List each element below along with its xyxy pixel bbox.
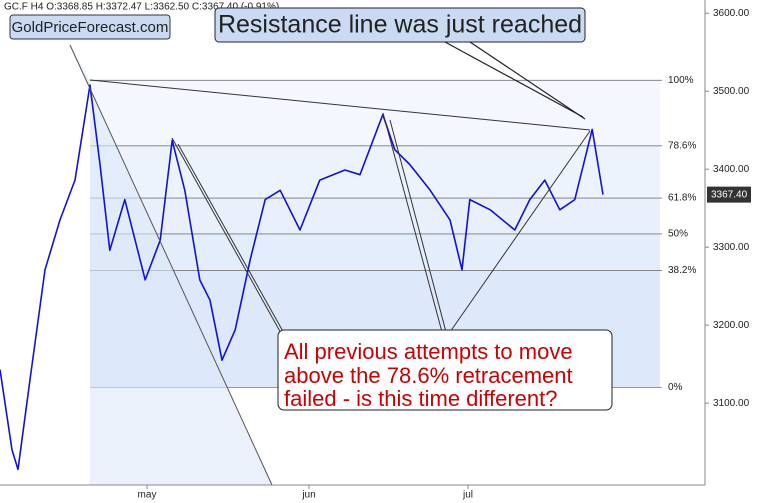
- marks-layer: [0, 84, 604, 471]
- annotation-text: Resistance line was just reached: [218, 11, 582, 39]
- fib-label: 38.2%: [668, 265, 696, 276]
- pointer-line: [171, 137, 283, 336]
- y-tick-label: 3200.00: [713, 320, 750, 331]
- fib-label: 0%: [668, 382, 683, 393]
- overlay-layer: GC.F H4 O:3368.85 H:3372.47 L:3362.50 C:…: [4, 2, 613, 486]
- annotation-text: failed - is this time different?: [284, 386, 558, 411]
- watermark-box: [9, 14, 171, 40]
- fib-label: 100%: [668, 75, 694, 86]
- x-tick-label: jun: [301, 490, 315, 501]
- watermark-text: GoldPriceForecast.com: [12, 19, 169, 36]
- fib-label: 61.8%: [668, 193, 696, 204]
- fib-band: [90, 198, 660, 234]
- pointer-line: [444, 41, 584, 118]
- y-tick-label: 3500.00: [713, 86, 750, 97]
- fib-label: 50%: [668, 229, 688, 240]
- resistance-line: [89, 79, 591, 131]
- y-tick-label: 3300.00: [713, 242, 750, 253]
- last-price-label: 3367.40: [711, 189, 748, 200]
- annotation-text: above the 78.6% retracement: [284, 363, 573, 388]
- y-tick-label: 3600.00: [713, 8, 750, 19]
- axes-layer: 3100.00 3200.00 3300.00 3400.00 3500.00 3600.…: [138, 8, 751, 501]
- fan-line: [69, 44, 273, 486]
- fib-band: [90, 233, 660, 271]
- header-text: GC.F H4 O:3368.85 H:3372.47 L:3362.50 C:…: [4, 2, 279, 13]
- x-tick-label: jul: [462, 490, 473, 501]
- pointer-line: [382, 112, 443, 333]
- y-tick-label: 3100.00: [713, 398, 750, 409]
- annotation-text: All previous attempts to move: [284, 339, 573, 364]
- annotation-box: [277, 329, 613, 411]
- last-price-box: [707, 186, 751, 203]
- pointer-line: [177, 143, 286, 336]
- price-line: [0, 84, 604, 471]
- y-tick-label: 3400.00: [713, 164, 750, 175]
- annotation-box: [214, 7, 586, 43]
- pointer-line: [389, 119, 447, 333]
- fib-label: 78.6%: [668, 140, 696, 151]
- pointer-line: [449, 130, 591, 333]
- x-tick-label: may: [138, 490, 157, 501]
- pointer-line: [469, 41, 586, 120]
